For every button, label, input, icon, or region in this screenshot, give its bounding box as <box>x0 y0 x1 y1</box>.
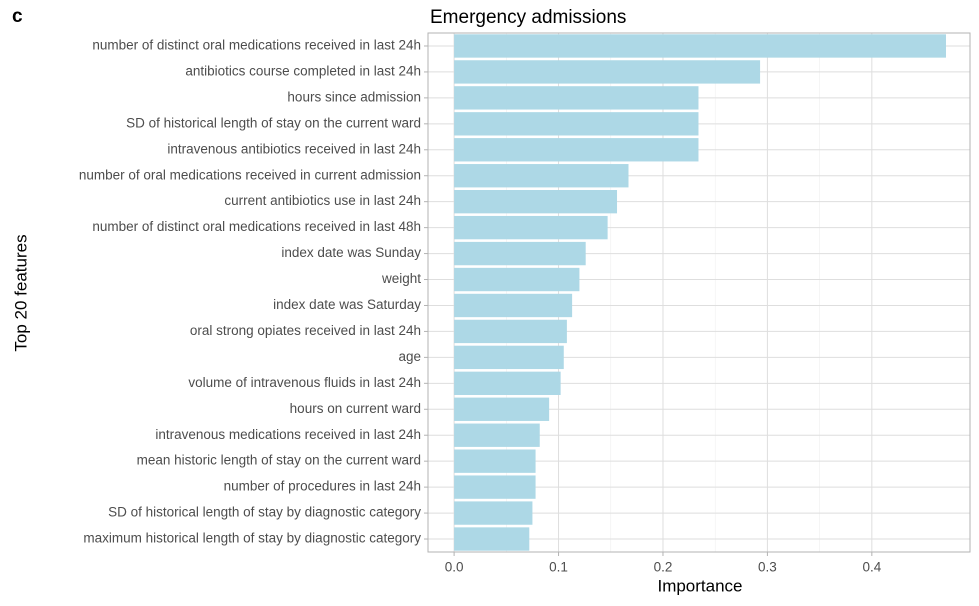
y-tick-label: intravenous antibiotics received in last… <box>167 141 421 156</box>
y-tick-label: SD of historical length of stay by diagn… <box>108 505 421 520</box>
y-tick-label: hours on current ward <box>290 401 421 416</box>
bar <box>454 475 536 499</box>
y-tick-label: index date was Saturday <box>273 297 421 312</box>
y-tick-label: antibiotics course completed in last 24h <box>185 63 421 78</box>
y-tick-label: mean historic length of stay on the curr… <box>137 453 421 468</box>
y-tick-label: weight <box>381 271 421 286</box>
x-tick-label: 0.1 <box>549 560 568 575</box>
bar <box>454 345 564 370</box>
chart-title: Emergency admissions <box>430 7 626 28</box>
bar <box>454 138 699 162</box>
bar <box>454 527 530 551</box>
x-tick-label: 0.2 <box>654 560 673 575</box>
y-tick-label: number of procedures in last 24h <box>224 479 421 494</box>
y-tick-label: oral strong opiates received in last 24h <box>190 323 421 338</box>
bar <box>454 319 567 344</box>
y-tick-label: volume of intravenous fluids in last 24h <box>188 375 421 390</box>
x-tick-label: 0.3 <box>758 560 777 575</box>
panel-border <box>427 32 971 553</box>
bar <box>454 293 573 318</box>
y-axis-label: Top 20 features <box>11 234 30 351</box>
y-tick-label: index date was Sunday <box>281 245 421 260</box>
panel-label: c <box>12 6 23 27</box>
y-tick-label: hours since admission <box>287 89 421 104</box>
y-tick-label: maximum historical length of stay by dia… <box>83 531 421 546</box>
bar <box>454 371 561 396</box>
bar <box>454 501 533 525</box>
y-tick-label: age <box>398 349 421 364</box>
bar <box>454 112 699 136</box>
bar <box>454 423 540 447</box>
x-tick-label: 0.0 <box>445 560 464 575</box>
y-tick-label: number of oral medications received in c… <box>79 167 421 182</box>
bar <box>454 397 550 421</box>
y-tick-label: SD of historical length of stay on the c… <box>126 115 421 130</box>
x-tick-label: 0.4 <box>862 560 881 575</box>
bar <box>454 189 618 214</box>
y-tick-label: number of distinct oral medications rece… <box>92 38 421 53</box>
x-axis-label: Importance <box>657 576 742 595</box>
y-tick-label: intravenous medications received in last… <box>155 427 421 442</box>
bar <box>454 215 608 240</box>
y-tick-label: number of distinct oral medications rece… <box>92 219 421 234</box>
bar <box>454 86 699 110</box>
y-tick-label: current antibiotics use in last 24h <box>224 193 421 208</box>
bar <box>454 34 946 58</box>
bar <box>454 449 536 473</box>
bar <box>454 60 761 84</box>
bar <box>454 267 580 292</box>
bar <box>454 241 586 266</box>
bar <box>454 164 629 188</box>
